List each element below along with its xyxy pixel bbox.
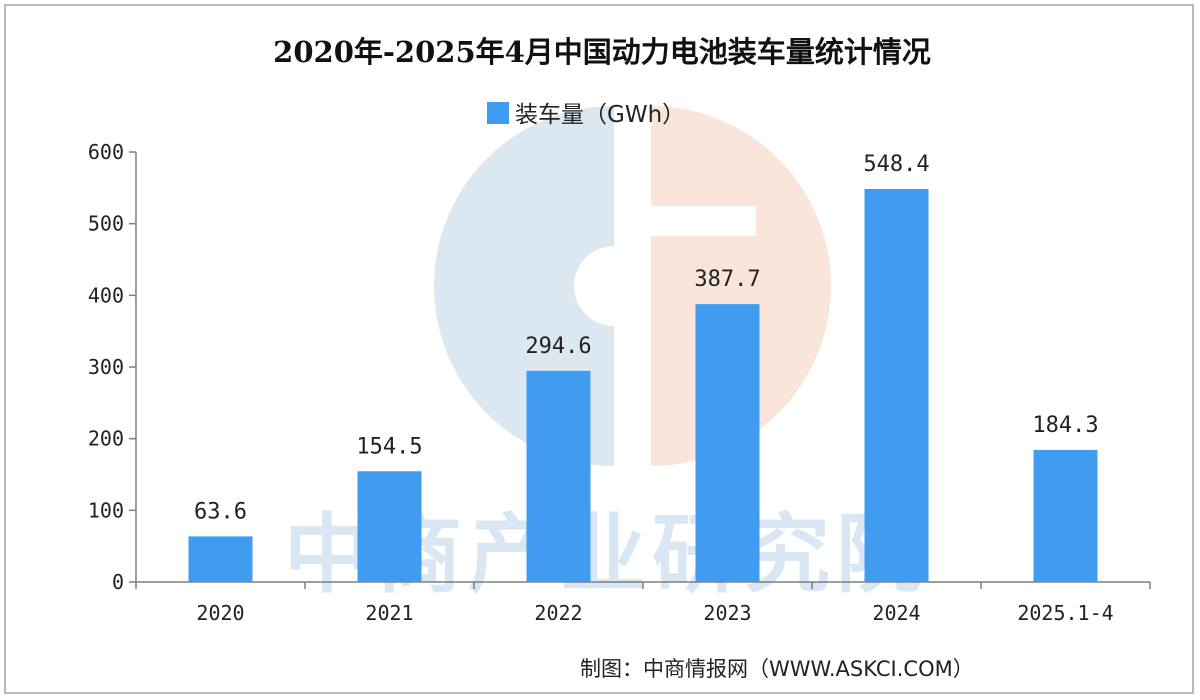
legend-label: 装车量（GWh）: [515, 102, 685, 128]
chart-title: 2020年-2025年4月中国动力电池装车量统计情况: [273, 35, 931, 69]
category-labels: 2020 2021 2022 2023 2024 2025.1-4: [196, 601, 1113, 625]
value-label: 184.3: [1032, 413, 1098, 438]
y-tick-label: 200: [88, 427, 124, 451]
category-label: 2020: [196, 601, 244, 625]
bar-2022: [526, 370, 591, 582]
y-tick-label: 600: [88, 140, 124, 164]
bar-2024: [864, 188, 929, 583]
y-tick-label: 500: [88, 212, 124, 236]
y-axis-ticks: 0 100 200 300 400 500 600: [88, 140, 136, 594]
legend: 装车量（GWh）: [487, 102, 685, 128]
value-labels: 63.6 154.5 294.6 387.7 548.4 184.3: [194, 152, 1099, 524]
category-label: 2023: [703, 601, 751, 625]
y-tick-label: 0: [112, 570, 124, 594]
bar-2025.1-4: [1033, 449, 1098, 582]
y-tick-label: 400: [88, 283, 124, 307]
category-label: 2021: [365, 601, 413, 625]
chart-frame: 中商产业研究院 2020年-2025年4月中国动力电池装车量统计情况 装车量（G…: [4, 4, 1194, 694]
category-label: 2022: [534, 601, 582, 625]
source-note: 制图：中商情报网（WWW.ASKCI.COM）: [580, 657, 974, 681]
watermark-logo: [434, 106, 831, 466]
y-tick-label: 100: [88, 498, 124, 522]
chart-canvas: 中商产业研究院 2020年-2025年4月中国动力电池装车量统计情况 装车量（G…: [88, 35, 1151, 681]
y-tick-label: 300: [88, 355, 124, 379]
category-label: 2024: [872, 601, 920, 625]
bar-2021: [357, 471, 422, 582]
value-label: 548.4: [863, 152, 929, 177]
value-label: 294.6: [525, 334, 591, 359]
value-label: 387.7: [694, 267, 760, 292]
legend-swatch: [487, 102, 509, 124]
value-label: 63.6: [194, 499, 247, 524]
category-label: 2025.1-4: [1017, 601, 1113, 625]
bar-2020: [188, 536, 253, 582]
x-axis-ticks: [135, 582, 1151, 589]
bar-series: [188, 188, 1098, 583]
value-label: 154.5: [356, 434, 422, 459]
bar-2023: [695, 304, 760, 582]
